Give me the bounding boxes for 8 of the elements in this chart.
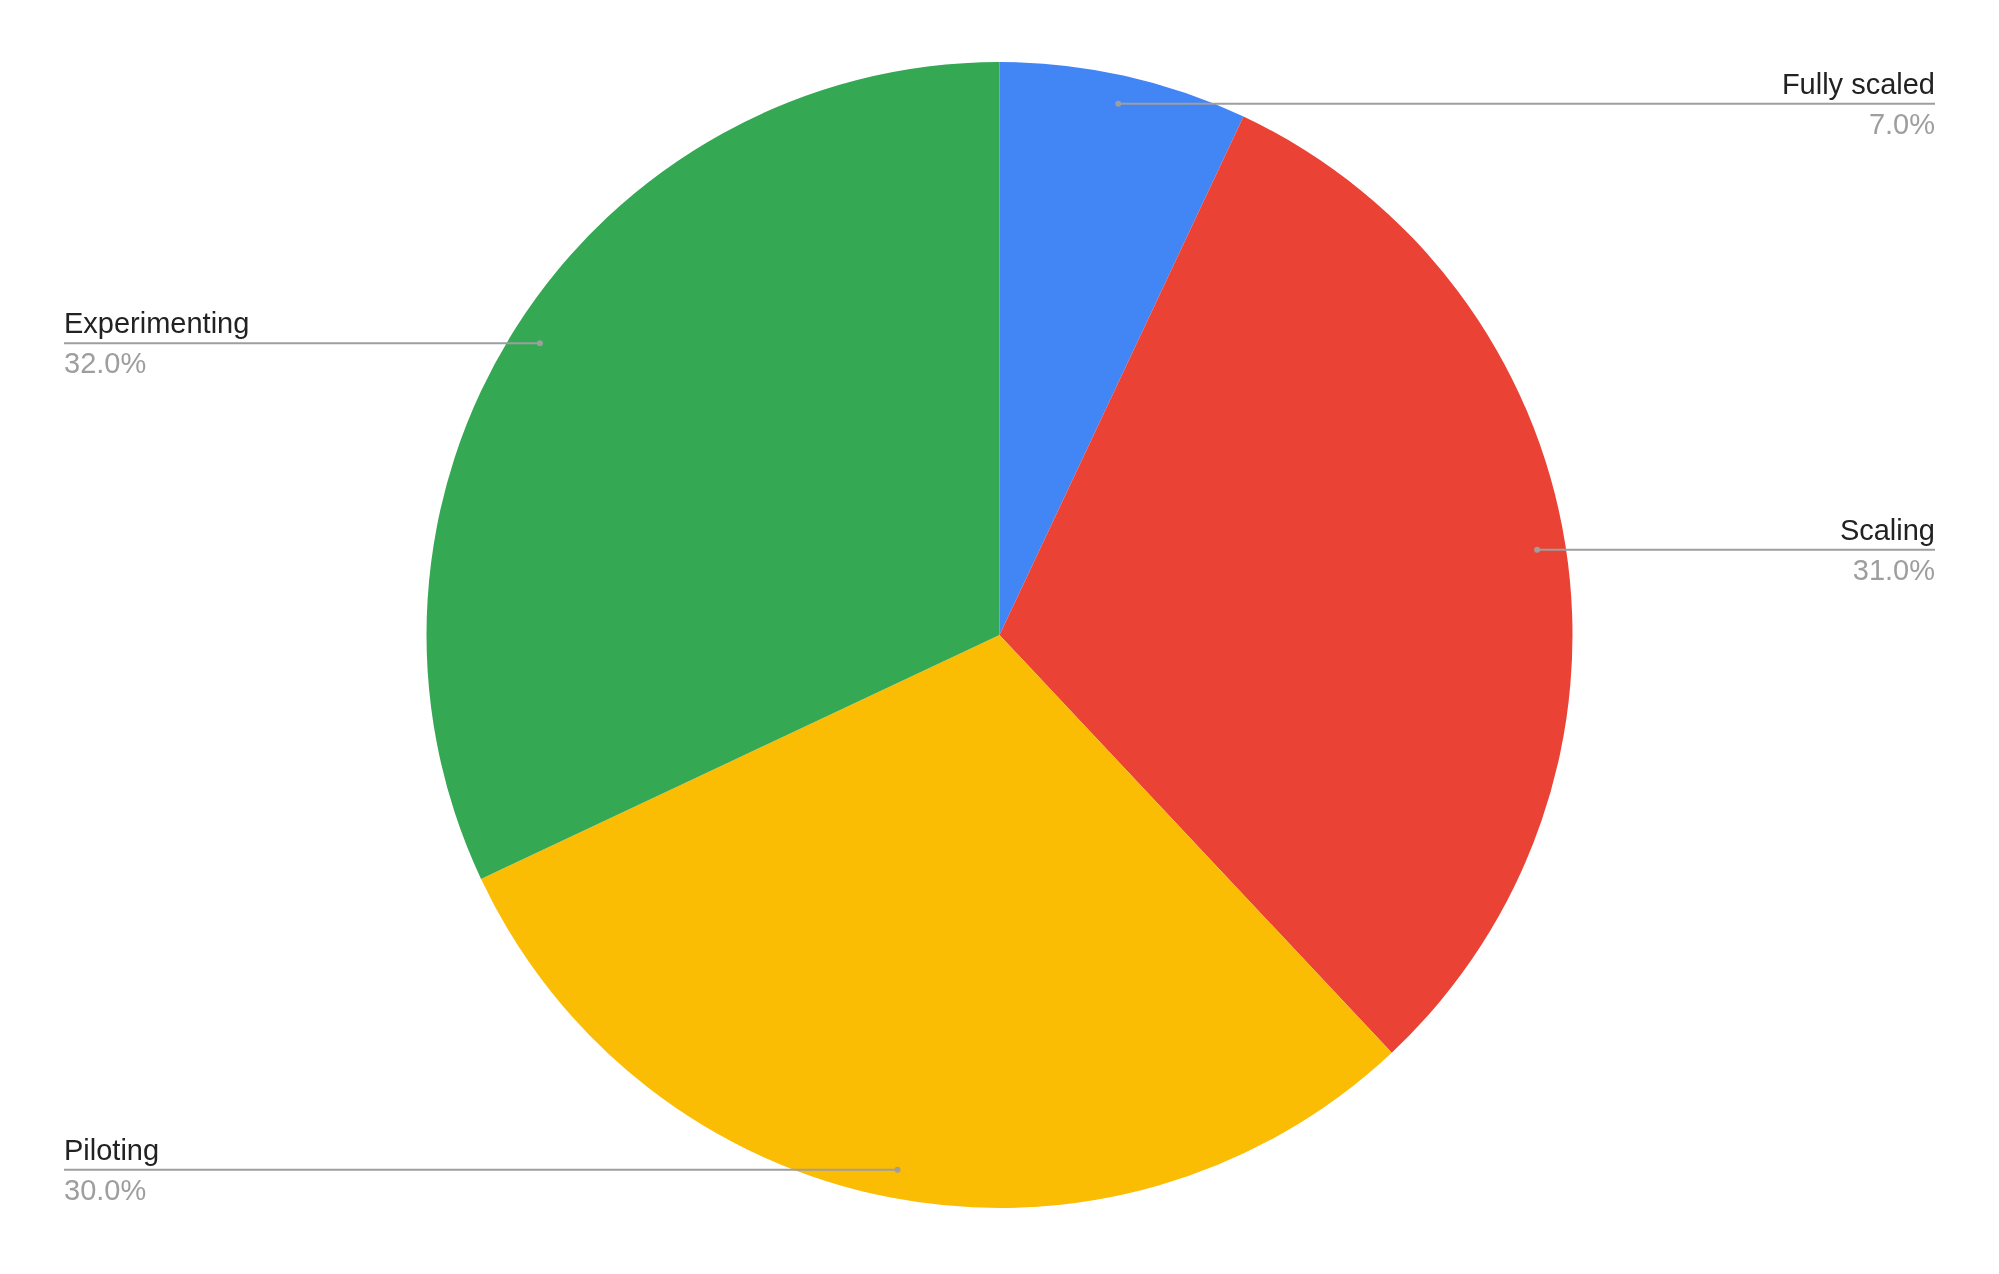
slice-label: Fully scaled <box>1781 67 1935 100</box>
data-label: 31.0% <box>1852 553 1935 586</box>
slice-label: Scaling <box>1839 513 1935 546</box>
slice-label: Experimenting <box>64 307 250 340</box>
slice-label: Piloting <box>64 1133 160 1166</box>
data-label: 7.0% <box>1868 107 1935 140</box>
data-label: 32.0% <box>64 347 147 380</box>
data-label: 30.0% <box>64 1173 147 1206</box>
